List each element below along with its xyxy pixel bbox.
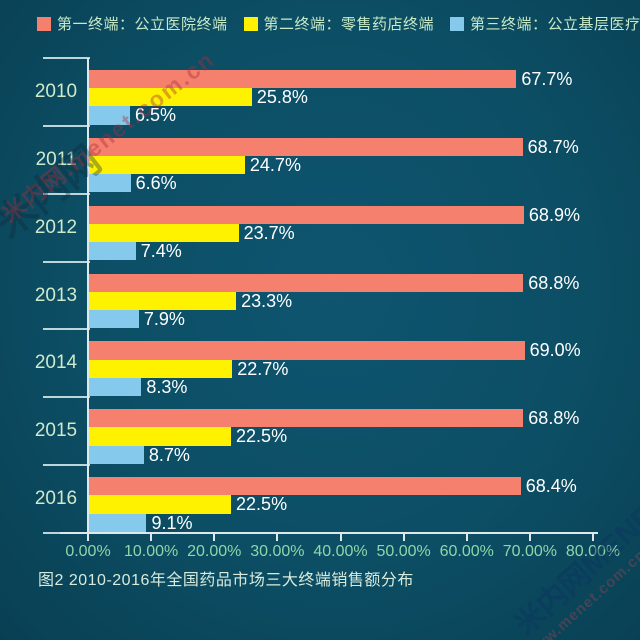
- bar-2016-series1: [89, 477, 521, 496]
- x-axis-tick: [276, 532, 279, 541]
- legend-swatch-terminal1: [37, 16, 51, 31]
- bar-value-2012-series3: 7.4%: [140, 241, 182, 262]
- bar-2016-series3: [89, 513, 147, 532]
- x-axis-tick-label: 30.00%: [250, 543, 305, 560]
- bar-2012-series3: [89, 242, 136, 261]
- legend-label-terminal3: 第三终端：公立基层医疗终端: [470, 16, 640, 33]
- bar-value-2012-series1: 68.9%: [528, 204, 580, 225]
- x-axis-tick: [87, 532, 89, 541]
- y-axis-group-tick: [43, 328, 90, 331]
- bar-value-2015-series2: 22.5%: [236, 426, 288, 447]
- bar-2012-series2: [89, 223, 239, 243]
- bar-value-2012-series2: 23.7%: [243, 222, 295, 243]
- year-label-2013: 2013: [34, 284, 78, 306]
- y-axis-group-tick: [43, 260, 90, 263]
- bar-value-2010-series1: 67.7%: [521, 69, 573, 89]
- legend-item-terminal1: 第一终端：公立医院终端: [37, 13, 228, 34]
- x-axis-tick-label: 10.00%: [123, 543, 179, 560]
- bar-value-2010-series3: 6.5%: [135, 105, 177, 126]
- year-label-2012: 2012: [34, 216, 78, 238]
- bar-2010-series3: [89, 106, 131, 125]
- year-label-2010: 2010: [34, 81, 78, 102]
- y-axis-line: [87, 58, 89, 533]
- x-axis-tick: [339, 532, 342, 541]
- bar-2015-series3: [89, 445, 144, 464]
- bar-2014-series2: [89, 359, 233, 378]
- x-axis-tick: [465, 532, 468, 541]
- x-axis-tick: [592, 532, 594, 541]
- bar-2015-series2: [89, 427, 232, 446]
- bar-value-2014-series2: 22.7%: [237, 358, 289, 379]
- bar-2013-series1: [89, 273, 524, 292]
- bar-value-2015-series3: 8.7%: [148, 444, 190, 465]
- x-axis-tick-label: 60.00%: [439, 543, 494, 560]
- bar-2011-series3: [89, 174, 131, 193]
- bar-2010-series1: [89, 70, 517, 89]
- year-label-2011: 2011: [35, 148, 77, 170]
- legend-label-terminal2: 第二终端：零售药店终端: [263, 16, 435, 33]
- y-axis-group-tick: [43, 57, 90, 59]
- bar-value-2010-series2: 25.8%: [256, 87, 308, 108]
- legend-swatch-terminal2: [243, 16, 258, 31]
- y-axis-group-tick: [43, 396, 90, 399]
- bar-value-2015-series1: 68.8%: [528, 408, 580, 429]
- bar-value-2013-series3: 7.9%: [143, 308, 185, 329]
- year-label-2015: 2015: [34, 420, 78, 442]
- legend-label-terminal1: 第一终端：公立医院终端: [57, 16, 228, 33]
- y-axis-group-tick: [43, 124, 90, 127]
- x-axis-tick: [528, 532, 531, 541]
- year-label-2016: 2016: [34, 488, 78, 510]
- bar-2013-series2: [89, 291, 237, 310]
- x-axis-line: [60, 532, 598, 534]
- bar-2014-series1: [89, 341, 525, 360]
- bar-2015-series1: [89, 409, 524, 428]
- legend-item-terminal3: 第三终端：公立基层医疗终端: [450, 13, 640, 34]
- x-axis-tick-label: 70.00%: [502, 543, 557, 560]
- bar-value-2011-series3: 6.6%: [135, 173, 177, 194]
- legend-item-terminal2: 第二终端：零售药店终端: [243, 13, 435, 34]
- x-axis-tick: [402, 532, 405, 541]
- x-axis-tick-label: 0.00%: [65, 543, 111, 560]
- x-axis-tick: [150, 532, 153, 541]
- bar-value-2011-series2: 24.7%: [249, 155, 301, 176]
- bar-2011-series2: [89, 156, 245, 175]
- x-axis-tick-label: 80.00%: [565, 543, 621, 560]
- bar-value-2016-series3: 9.1%: [151, 512, 193, 533]
- x-axis-tick-label: 20.00%: [187, 543, 242, 560]
- bar-2010-series2: [89, 88, 252, 107]
- bar-value-2014-series3: 8.3%: [146, 376, 188, 397]
- legend-swatch-terminal3: [450, 16, 465, 31]
- y-axis-group-tick: [43, 192, 90, 195]
- bar-value-2016-series2: 22.5%: [236, 494, 288, 515]
- year-label-2014: 2014: [34, 352, 78, 374]
- bar-value-2016-series1: 68.4%: [525, 476, 577, 497]
- x-axis-tick-label: 50.00%: [376, 543, 431, 560]
- x-axis-tick: [213, 532, 216, 541]
- bar-2012-series1: [89, 205, 524, 224]
- bar-value-2013-series2: 23.3%: [241, 290, 293, 311]
- y-axis-group-tick: [43, 464, 90, 467]
- bar-2016-series2: [89, 495, 232, 514]
- x-axis-tick-label: 40.00%: [313, 543, 368, 560]
- chart-caption: 图2 2010-2016年全国药品市场三大终端销售额分布: [38, 572, 414, 589]
- bar-2014-series3: [89, 377, 142, 397]
- bar-2011-series1: [89, 137, 523, 157]
- chart-legend: 第一终端：公立医院终端 第二终端：零售药店终端 第三终端：公立基层医疗终端: [37, 13, 640, 34]
- bar-value-2014-series1: 69.0%: [529, 340, 581, 361]
- bar-2013-series3: [89, 309, 139, 329]
- bar-value-2011-series1: 68.7%: [527, 136, 579, 157]
- bar-value-2013-series1: 68.8%: [528, 272, 580, 293]
